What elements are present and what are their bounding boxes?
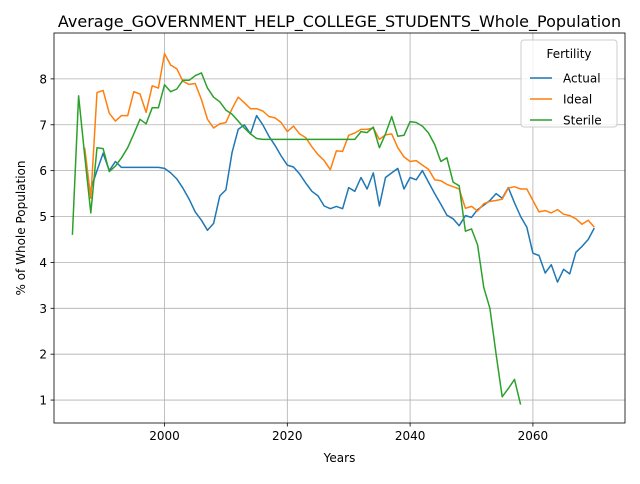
legend-items: Actual Ideal Sterile bbox=[530, 72, 602, 128]
x-tick-label: 2060 bbox=[518, 429, 549, 443]
legend-label-actual: Actual bbox=[563, 72, 601, 86]
legend-label-sterile: Sterile bbox=[563, 114, 602, 128]
legend-label-ideal: Ideal bbox=[563, 93, 592, 107]
y-tick-label: 4 bbox=[39, 256, 47, 270]
series-line-ideal bbox=[83, 52, 595, 228]
series-line-sterile bbox=[71, 72, 522, 405]
series-lines bbox=[71, 52, 595, 405]
y-tick-label: 1 bbox=[39, 394, 47, 408]
x-tick-label: 2020 bbox=[272, 429, 303, 443]
series-line-actual bbox=[90, 114, 595, 283]
y-tick-label: 6 bbox=[39, 164, 47, 178]
chart-title: Average_GOVERNMENT_HELP_COLLEGE_STUDENTS… bbox=[58, 12, 621, 32]
legend-title: Fertility bbox=[546, 47, 591, 61]
axis-ticks: 2000 2020 2040 2060 1 2 3 4 5 6 7 8 bbox=[39, 72, 548, 443]
y-axis-label: % of Whole Population bbox=[14, 161, 28, 296]
x-axis-label: Years bbox=[323, 451, 356, 465]
x-tick-label: 2000 bbox=[149, 429, 180, 443]
x-tick-label: 2040 bbox=[395, 429, 426, 443]
legend: Fertility Actual Ideal Sterile bbox=[520, 39, 618, 128]
y-tick-label: 2 bbox=[39, 348, 47, 362]
y-tick-label: 3 bbox=[39, 302, 47, 316]
plot-frame bbox=[53, 32, 626, 424]
y-tick-label: 5 bbox=[39, 210, 47, 224]
y-tick-label: 8 bbox=[39, 72, 47, 86]
legend-box bbox=[520, 39, 618, 128]
y-tick-label: 7 bbox=[39, 118, 47, 132]
